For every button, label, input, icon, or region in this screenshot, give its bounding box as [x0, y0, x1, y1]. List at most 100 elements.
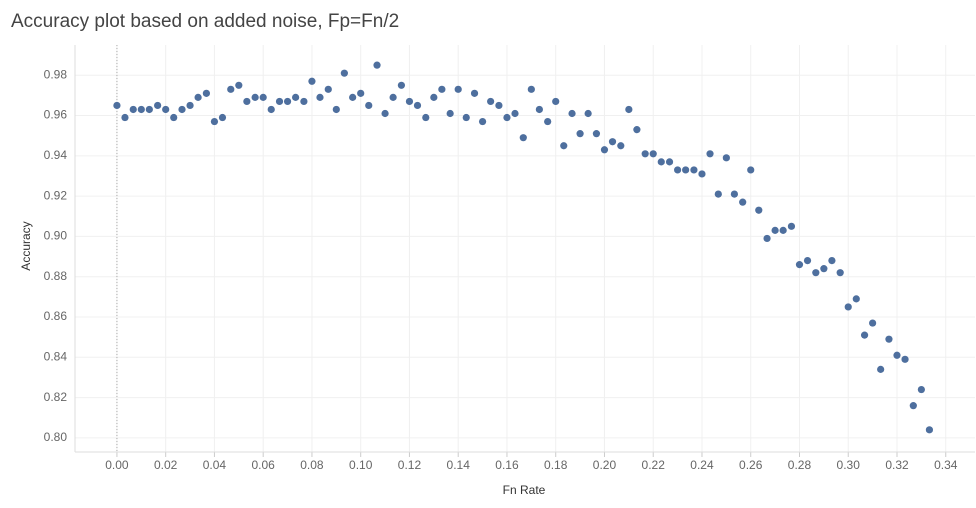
point — [373, 61, 381, 69]
point — [763, 234, 771, 243]
x-tick-label: 0.20 — [593, 458, 617, 472]
point — [665, 158, 674, 166]
y-tick-label: 0.84 — [44, 349, 68, 363]
point — [877, 365, 885, 373]
point — [389, 93, 397, 101]
point — [170, 113, 178, 122]
point — [844, 303, 852, 311]
point — [243, 97, 251, 106]
point — [251, 93, 259, 101]
point — [283, 97, 292, 106]
point — [194, 93, 202, 101]
point — [267, 105, 275, 114]
point — [178, 105, 186, 114]
y-tick-label: 0.92 — [44, 188, 68, 202]
point — [925, 426, 934, 434]
point — [430, 93, 438, 101]
point — [162, 105, 170, 114]
point — [592, 130, 601, 138]
point — [600, 146, 609, 154]
point — [154, 101, 162, 110]
x-tick-label: 0.24 — [690, 458, 714, 472]
point — [755, 206, 763, 214]
point — [519, 134, 527, 142]
x-tick-label: 0.18 — [544, 458, 568, 472]
y-axis-label: Accuracy — [19, 221, 33, 270]
point — [820, 265, 828, 273]
point — [803, 256, 812, 265]
point — [300, 97, 308, 106]
point — [324, 85, 332, 93]
point — [332, 105, 340, 114]
y-tick-label: 0.86 — [44, 309, 68, 323]
point — [674, 166, 682, 174]
point — [722, 154, 730, 162]
point — [836, 269, 844, 277]
x-tick-label: 0.06 — [252, 458, 276, 472]
point — [869, 319, 877, 327]
point — [438, 85, 446, 93]
x-tick-label: 0.22 — [642, 458, 666, 472]
point — [235, 81, 243, 89]
point — [308, 77, 316, 85]
point — [828, 256, 836, 265]
point — [649, 150, 657, 158]
point — [381, 109, 389, 118]
point — [787, 222, 796, 230]
point — [739, 198, 747, 206]
y-tick-label: 0.88 — [44, 269, 68, 283]
point — [885, 335, 893, 343]
point — [682, 166, 690, 174]
point — [275, 97, 284, 106]
point — [210, 117, 219, 126]
point — [340, 69, 348, 77]
point — [397, 81, 406, 89]
point — [316, 93, 324, 101]
point — [349, 93, 357, 101]
point — [576, 130, 584, 138]
point — [186, 101, 194, 110]
point — [511, 109, 519, 118]
point — [568, 109, 576, 118]
x-tick-label: 0.02 — [154, 458, 178, 472]
point — [747, 166, 755, 174]
point — [779, 226, 787, 234]
x-tick-label: 0.14 — [447, 458, 471, 472]
point — [584, 109, 592, 118]
x-tick-label: 0.12 — [398, 458, 422, 472]
point — [121, 113, 129, 122]
y-tick-label: 0.80 — [44, 430, 68, 444]
point — [454, 85, 462, 93]
point — [365, 101, 373, 110]
point — [560, 142, 568, 150]
point — [917, 385, 925, 394]
point — [145, 105, 153, 114]
point — [218, 113, 227, 122]
point — [771, 226, 779, 234]
x-tick-label: 0.08 — [300, 458, 324, 472]
point — [413, 101, 422, 110]
x-tick-label: 0.30 — [837, 458, 861, 472]
y-tick-label: 0.98 — [44, 67, 68, 81]
point — [795, 261, 804, 269]
point — [129, 105, 137, 114]
point — [470, 89, 479, 97]
point — [657, 158, 665, 166]
point — [202, 89, 210, 97]
point — [503, 113, 511, 122]
y-tick-label: 0.90 — [44, 229, 68, 243]
point — [852, 295, 860, 303]
x-tick-label: 0.28 — [788, 458, 812, 472]
point — [909, 402, 917, 410]
point — [137, 105, 145, 114]
point — [625, 105, 633, 114]
point — [633, 126, 641, 134]
point — [698, 170, 706, 178]
x-tick-label: 0.10 — [349, 458, 373, 472]
point — [860, 331, 869, 339]
point — [893, 351, 901, 359]
x-tick-label: 0.16 — [495, 458, 519, 472]
point — [714, 190, 722, 198]
point — [535, 105, 543, 114]
point — [552, 97, 560, 106]
